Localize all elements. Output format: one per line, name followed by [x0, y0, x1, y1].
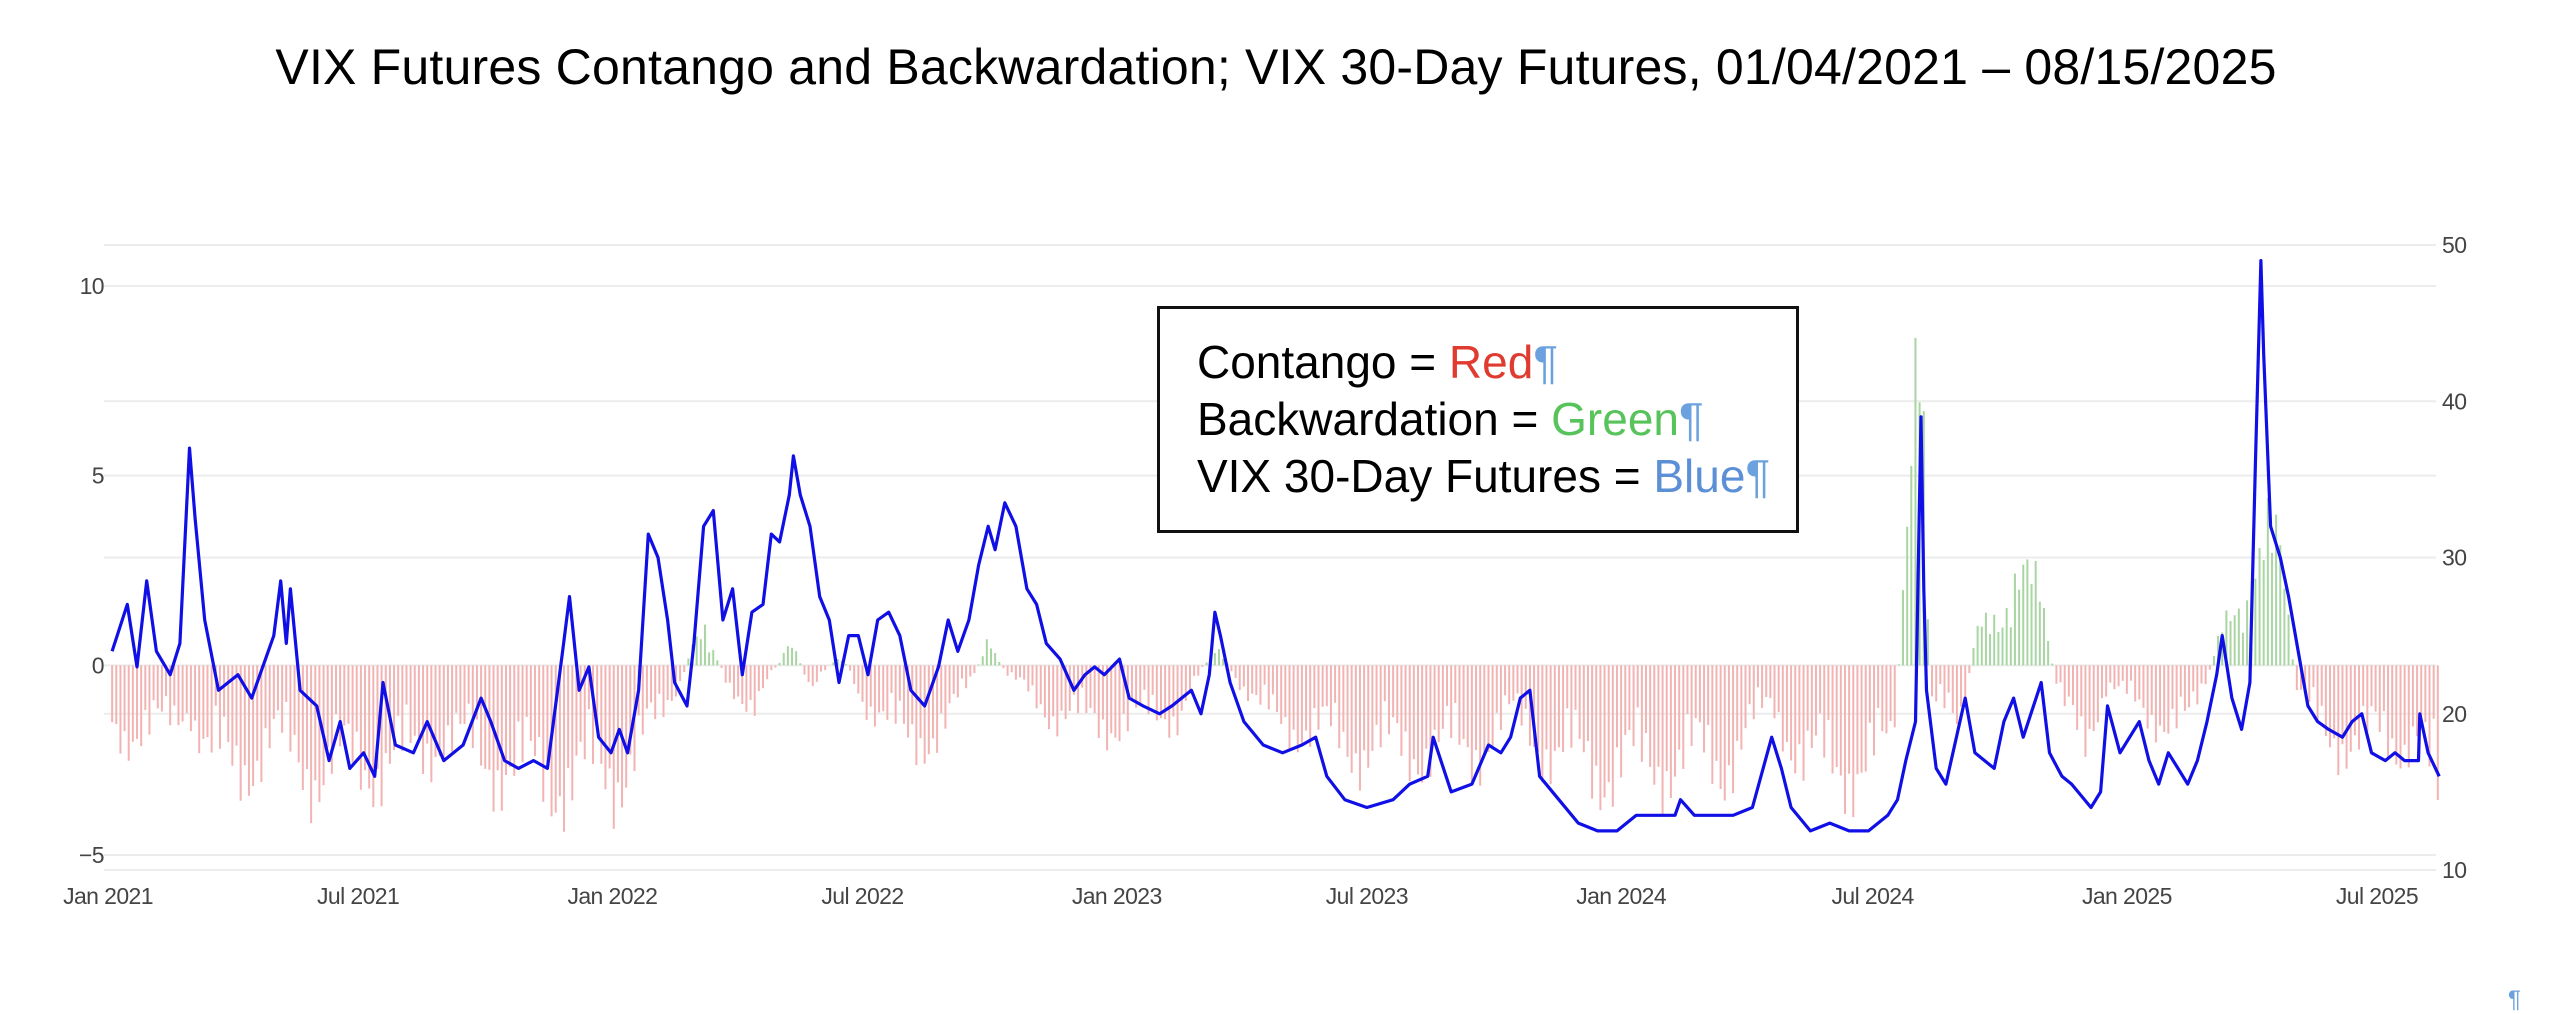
y-left-tick-label: 10 — [80, 273, 104, 299]
axis-tick-labels: Jan 2021 Jul 2021 Jan 2022 Jul 2022 Jan 2023… — [63, 232, 2467, 909]
legend-item-contango: Contango = Red¶ — [1197, 334, 1796, 391]
y-left-tick-label: 5 — [92, 463, 104, 489]
x-tick-label: Jan 2023 — [1072, 883, 1162, 909]
y-left-tick-label: 0 — [92, 652, 104, 678]
pilcrow-mark: ¶ — [1533, 336, 1559, 388]
legend-value: Green — [1551, 393, 1680, 445]
pilcrow-mark: ¶ — [1679, 393, 1704, 445]
x-tick-label: Jul 2025 — [2336, 883, 2418, 909]
legend-label: Contango = — [1197, 336, 1449, 388]
vix-line-layer — [110, 259, 2441, 833]
chart-title: VIX Futures Contango and Backwardation; … — [275, 39, 2277, 95]
legend-value: Red — [1448, 336, 1534, 388]
pilcrow-mark: ¶ — [1745, 450, 1771, 502]
y-right-tick-label: 10 — [2442, 857, 2466, 883]
x-tick-label: Jul 2022 — [821, 883, 903, 909]
legend-value: Blue — [1653, 450, 1746, 502]
legend-item-backwardation: Backwardation = Green¶ — [1197, 391, 1796, 448]
x-tick-label: Jan 2025 — [2082, 883, 2172, 909]
legend-label: Backwardation = — [1197, 393, 1552, 445]
y-left-tick-label: −5 — [79, 842, 104, 868]
vix-30-day-futures-line — [110, 259, 2441, 833]
y-right-tick-label: 30 — [2442, 545, 2466, 571]
legend-box: Contango = Red¶ Backwardation = Green¶ V… — [1157, 306, 1799, 533]
legend-item-vix-futures: VIX 30-Day Futures = Blue¶ — [1197, 448, 1796, 505]
legend-label: VIX 30-Day Futures = — [1197, 450, 1654, 502]
x-tick-label: Jan 2021 — [63, 883, 153, 909]
x-tick-label: Jan 2024 — [1576, 883, 1667, 909]
y-right-tick-label: 20 — [2442, 701, 2466, 727]
y-right-tick-label: 40 — [2442, 388, 2466, 414]
x-tick-label: Jul 2023 — [1326, 883, 1408, 909]
pilcrow-mark: ¶ — [2508, 986, 2521, 1013]
x-tick-label: Jul 2024 — [1832, 883, 1915, 909]
y-right-tick-label: 50 — [2442, 232, 2466, 258]
x-tick-label: Jul 2021 — [317, 883, 399, 909]
x-tick-label: Jan 2022 — [567, 883, 657, 909]
